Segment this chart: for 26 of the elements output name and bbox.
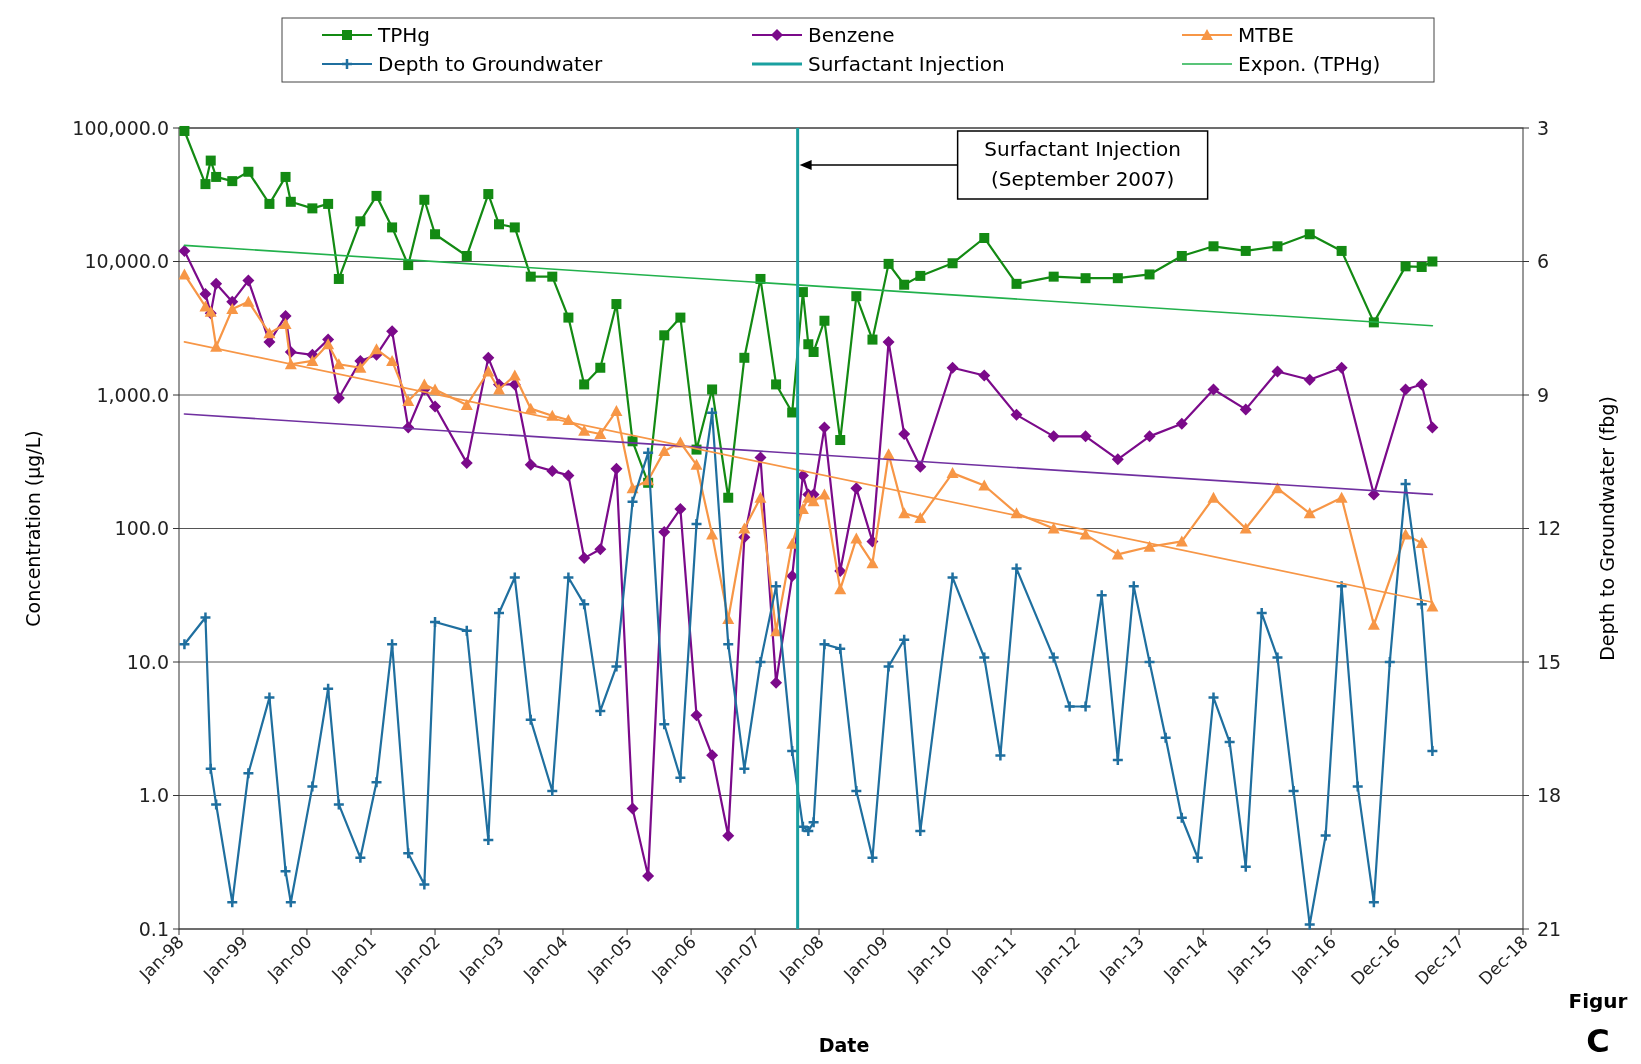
legend-label: MTBE (1238, 23, 1294, 47)
legend-label: Benzene (808, 23, 895, 47)
x-axis-title: Date (818, 1034, 870, 1056)
legend-label: Surfactant Injection (808, 52, 1005, 76)
y2-tick-label: 18 (1537, 784, 1562, 807)
y-tick-label: 1.0 (138, 784, 169, 807)
y2-tick-label: 3 (1537, 116, 1550, 139)
y-tick-label: 10.0 (126, 650, 169, 673)
y-axis-title: Concentration (µg/L) (22, 430, 44, 627)
y2-tick-label: 9 (1537, 383, 1550, 406)
text: Figur (1568, 989, 1628, 1013)
y2-tick-label: 21 (1537, 917, 1562, 940)
text: C (1586, 1022, 1610, 1060)
y2-tick-label: 12 (1537, 517, 1562, 540)
legend-label: Expon. (TPHg) (1238, 52, 1381, 76)
y-tick-label: 0.1 (138, 917, 169, 940)
y2-tick-label: 15 (1537, 650, 1562, 673)
y2-axis-title: Depth to Groundwater (fbg) (1596, 396, 1618, 661)
annotation: Surfactant Injection (September 2007) (984, 137, 1181, 191)
legend-label: Depth to Groundwater (378, 52, 604, 76)
y2-tick-label: 6 (1537, 250, 1550, 273)
y-tick-label: 100,000.0 (72, 116, 169, 139)
legend-label: TPHg (377, 23, 431, 47)
y-tick-label: 1,000.0 (96, 383, 169, 406)
y-tick-label: 10,000.0 (84, 250, 169, 273)
y-tick-label: 100.0 (114, 517, 169, 540)
